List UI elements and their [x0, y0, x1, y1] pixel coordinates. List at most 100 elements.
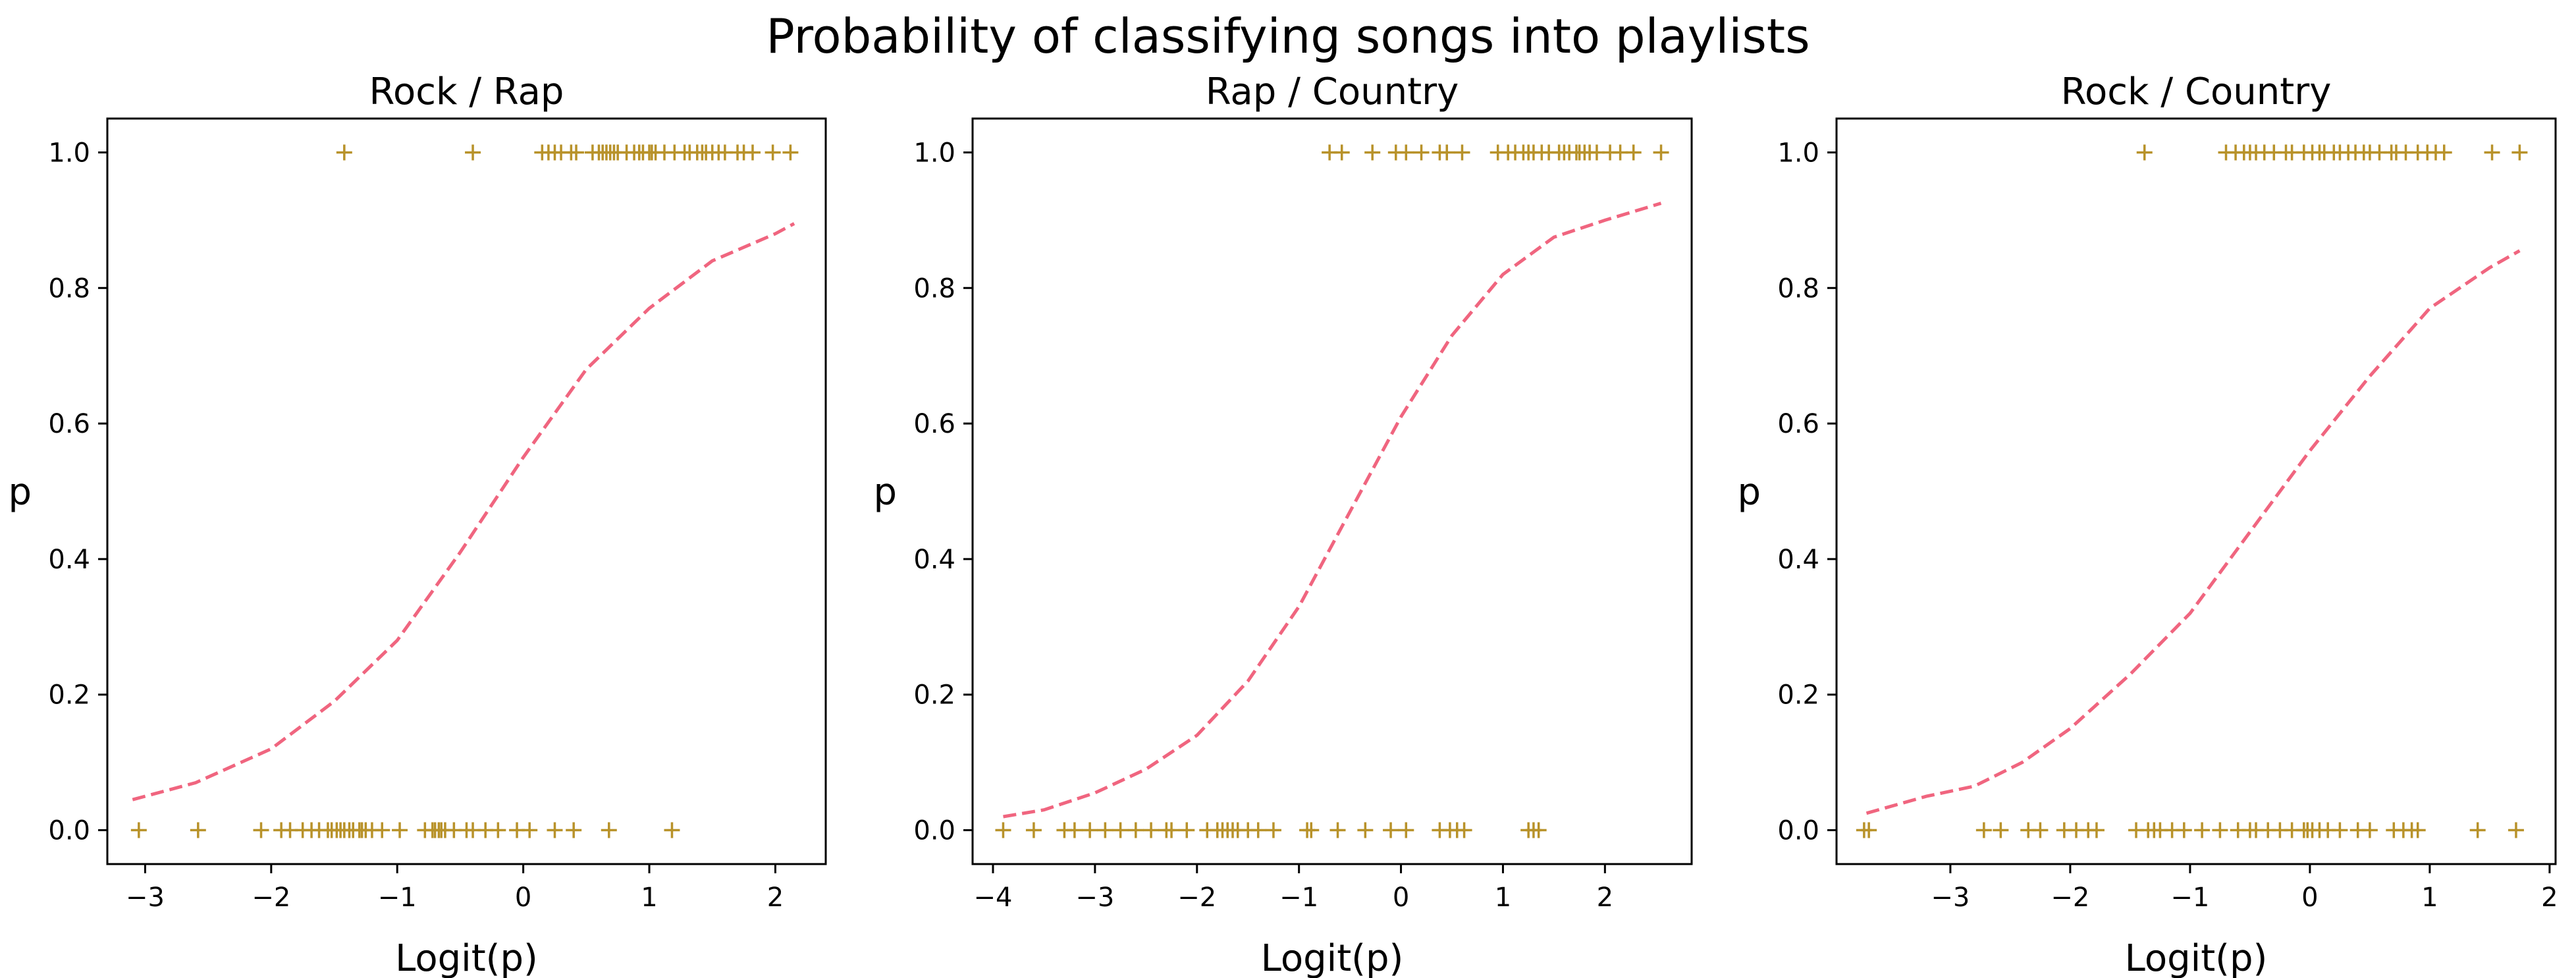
data-point [130, 822, 147, 838]
x-tick-label: 0 [515, 883, 531, 913]
data-point [765, 144, 781, 161]
x-tick-label: −1 [2170, 883, 2209, 913]
data-point [1653, 144, 1669, 161]
data-point [995, 822, 1011, 838]
data-point [1975, 822, 1992, 838]
data-point [1454, 144, 1470, 161]
data-point [1025, 822, 1042, 838]
data-point [1097, 822, 1114, 838]
data-point [1127, 822, 1144, 838]
data-point [2088, 822, 2105, 838]
subplot-title: Rock / Country [2061, 70, 2332, 113]
data-point [2194, 822, 2211, 838]
y-axis-label: p [873, 471, 897, 514]
data-point [2511, 144, 2528, 161]
data-point [547, 822, 563, 838]
data-points [1856, 144, 2528, 838]
y-tick-label: 0.2 [913, 680, 955, 711]
data-point [2484, 144, 2500, 161]
data-points [995, 144, 1669, 838]
data-point [2136, 144, 2153, 161]
y-tick-label: 0.8 [48, 273, 90, 304]
subplot-title: Rock / Rap [369, 70, 564, 113]
x-tick-label: 2 [767, 883, 784, 913]
data-point [2409, 822, 2426, 838]
data-point [2469, 822, 2486, 838]
data-point [190, 822, 206, 838]
y-tick-label: 0.2 [1777, 680, 1819, 711]
x-tick-label: −1 [378, 883, 417, 913]
x-axis-label: Logit(p) [395, 937, 538, 978]
x-tick-label: −4 [973, 883, 1012, 913]
axes-frame [971, 117, 1693, 865]
y-tick-label: 0.4 [913, 545, 955, 575]
data-point [1364, 144, 1381, 161]
data-point [1143, 822, 1160, 838]
x-tick-label: 2 [2541, 883, 2558, 913]
data-point [374, 822, 390, 838]
data-point [2212, 822, 2228, 838]
y-axis-label: p [1737, 471, 1761, 514]
data-point [1625, 144, 1642, 161]
data-point [1329, 822, 1346, 838]
data-point [1588, 144, 1605, 161]
x-axis-label: Logit(p) [2125, 937, 2268, 978]
y-tick-label: 1.0 [1777, 138, 1819, 168]
data-point [1398, 822, 1414, 838]
data-point [2332, 822, 2348, 838]
x-tick-label: −3 [126, 883, 165, 913]
probability-curve [132, 222, 795, 801]
axes-frame [106, 117, 827, 865]
y-tick-label: 1.0 [913, 138, 955, 168]
x-tick-label: −3 [1075, 883, 1114, 913]
subplot-title: Rap / Country [1206, 70, 1459, 113]
data-point [253, 822, 269, 838]
y-tick-label: 1.0 [48, 138, 90, 168]
y-tick-label: 0.6 [1777, 409, 1819, 439]
data-point [566, 822, 582, 838]
data-point [1082, 822, 1098, 838]
data-point [490, 822, 506, 838]
y-tick-label: 0.2 [48, 680, 90, 711]
x-tick-label: 0 [1393, 883, 1409, 913]
data-point [1303, 822, 1320, 838]
data-point [1265, 822, 1281, 838]
data-point [1612, 144, 1628, 161]
subplot-3: Rock / Country Logit(p) p −3 −2 −1 0 1 2 0.0 0.2 0.… [1737, 70, 2558, 978]
data-point [1413, 144, 1430, 161]
x-tick-label: −2 [2051, 883, 2089, 913]
data-point [1357, 822, 1374, 838]
data-points [130, 144, 799, 838]
subplot-1: Rock / Rap Logit(p) p −3 −2 −1 0 1 2 0.0 0.2 0.4 0.6… [8, 70, 827, 978]
data-point [2508, 822, 2524, 838]
x-tick-label: −3 [1931, 883, 1970, 913]
x-tick-label: 1 [2421, 883, 2438, 913]
data-point [2361, 822, 2378, 838]
y-tick-label: 0.4 [48, 545, 90, 575]
x-tick-label: 0 [2301, 883, 2318, 913]
data-point [1250, 822, 1266, 838]
probability-curve [1003, 202, 1662, 819]
data-point [336, 144, 352, 161]
x-tick-label: −2 [252, 883, 290, 913]
y-tick-label: 0.0 [48, 816, 90, 846]
data-point [1333, 144, 1350, 161]
data-point [568, 144, 585, 161]
data-point [782, 144, 799, 161]
data-point [522, 822, 538, 838]
data-point [1993, 822, 2009, 838]
data-point [1398, 144, 1414, 161]
data-point [2032, 822, 2049, 838]
x-axis-label: Logit(p) [1261, 937, 1404, 978]
x-tick-label: −1 [1279, 883, 1318, 913]
x-tick-label: 1 [641, 883, 657, 913]
probability-curve [1865, 249, 2521, 815]
x-tick-label: 1 [1495, 883, 1511, 913]
y-axis-label: p [8, 471, 32, 514]
x-tick-label: −2 [1177, 883, 1216, 913]
y-tick-label: 0.8 [913, 273, 955, 304]
x-tick-label: 2 [1597, 883, 1613, 913]
data-point [1530, 822, 1547, 838]
data-point [2176, 822, 2192, 838]
data-point [664, 822, 680, 838]
